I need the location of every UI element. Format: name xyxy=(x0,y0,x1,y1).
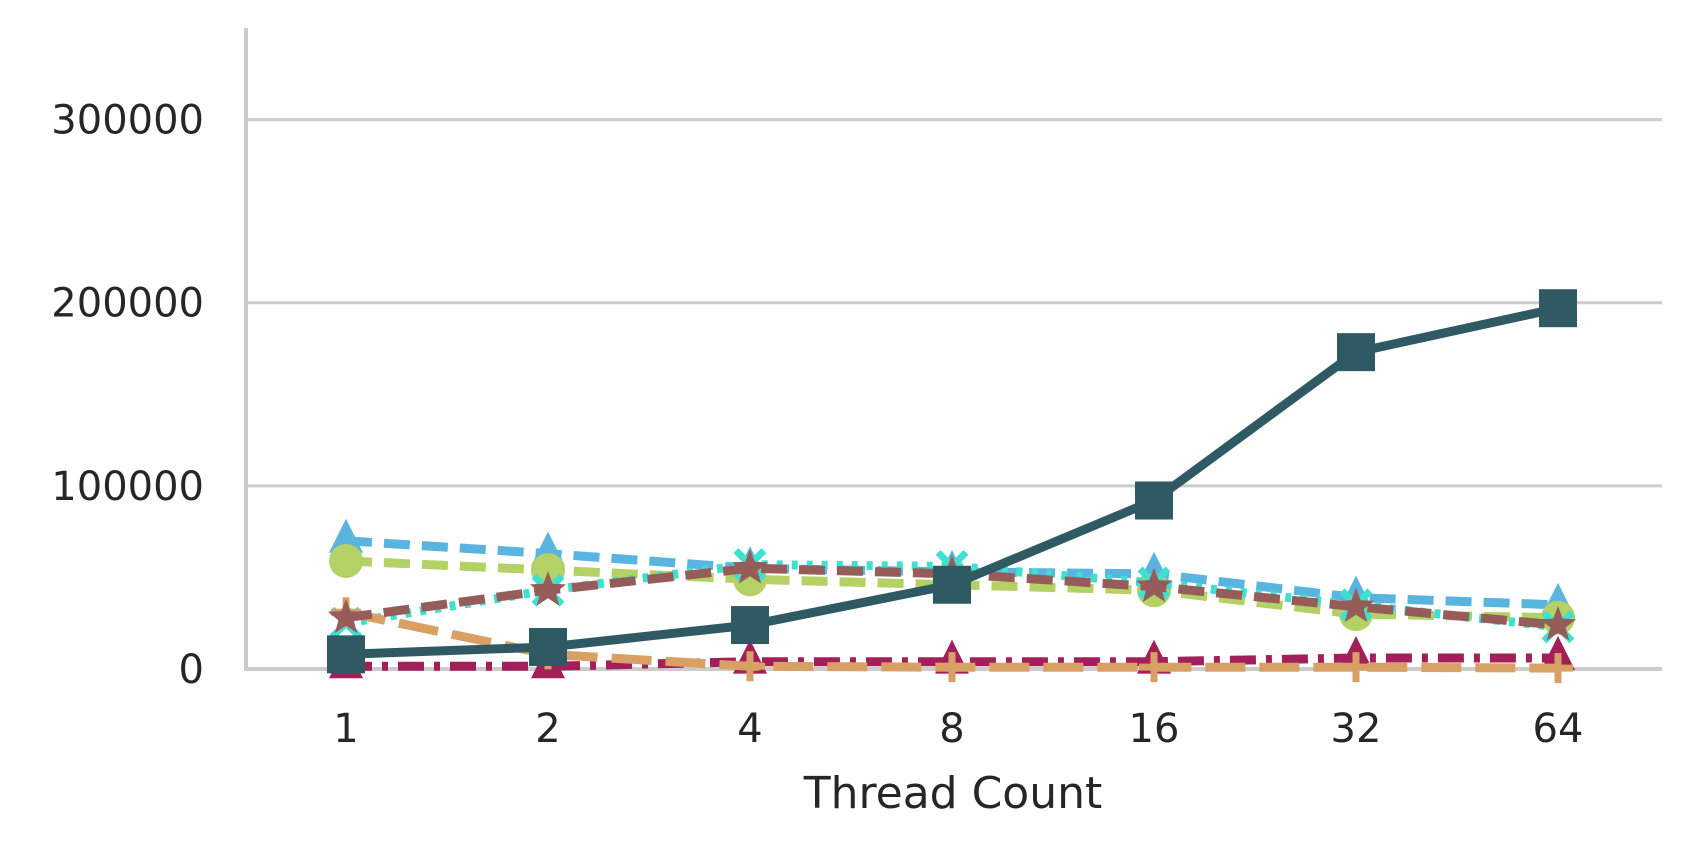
data-point xyxy=(735,651,765,682)
x-tick-label: 8 xyxy=(939,706,964,752)
y-tick-label: 100000 xyxy=(51,464,204,510)
series-7 xyxy=(327,289,1577,674)
x-tick-labels: 1 2 4 8 16 32 64 xyxy=(333,706,1583,752)
x-tick-label: 4 xyxy=(737,706,762,752)
y-tick-label: 300000 xyxy=(51,98,204,144)
y-tick-label: 200000 xyxy=(51,281,204,327)
data-point xyxy=(1543,653,1573,684)
grid-lines xyxy=(246,118,1662,488)
data-point xyxy=(327,598,365,634)
data-point xyxy=(1139,652,1169,683)
data-point xyxy=(1539,606,1577,641)
x-axis-title: Thread Count xyxy=(803,768,1103,819)
y-tick-labels: 0 100000 200000 300000 xyxy=(51,98,204,693)
data-point xyxy=(933,565,971,604)
data-point xyxy=(1539,289,1577,328)
x-tick-label: 64 xyxy=(1533,706,1584,752)
x-tick-label: 32 xyxy=(1331,706,1382,752)
data-point xyxy=(1337,333,1375,372)
x-tick-label: 1 xyxy=(333,706,358,752)
data-point xyxy=(1135,481,1173,520)
data-point xyxy=(1341,652,1371,683)
data-point xyxy=(529,571,567,606)
x-tick-label: 2 xyxy=(535,706,560,752)
data-point xyxy=(937,652,967,683)
data-point xyxy=(329,518,363,553)
data-point xyxy=(1337,587,1375,623)
data-point xyxy=(731,549,769,584)
series-lines xyxy=(327,289,1577,684)
data-point xyxy=(731,606,769,645)
x-tick-label: 16 xyxy=(1129,706,1180,752)
data-point xyxy=(529,628,567,667)
data-point xyxy=(1541,636,1575,671)
y-tick-label: 0 xyxy=(179,647,204,693)
data-point xyxy=(1135,567,1173,602)
data-point xyxy=(327,635,365,674)
data-point xyxy=(329,543,363,578)
